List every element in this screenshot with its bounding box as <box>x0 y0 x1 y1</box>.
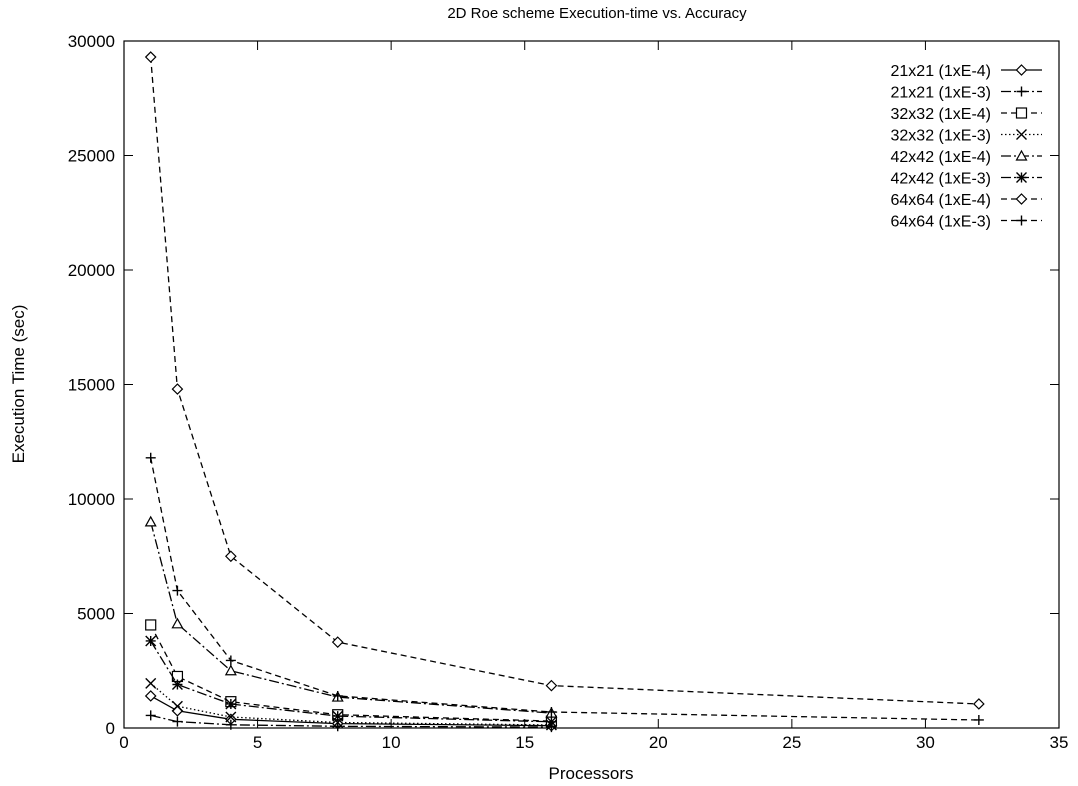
series-3 <box>145 619 558 727</box>
series-8 <box>145 452 984 725</box>
legend-item: 64x64 (1xE-3) <box>891 214 1042 231</box>
series-5 <box>144 515 558 718</box>
data-point <box>171 678 183 690</box>
data-point <box>144 690 157 702</box>
legend-label: 64x64 (1xE-3) <box>891 214 992 231</box>
legend-item: 42x42 (1xE-4) <box>891 149 1042 166</box>
data-point <box>145 677 157 689</box>
y-tick-label: 15000 <box>68 376 115 395</box>
legend-label: 42x42 (1xE-4) <box>891 149 992 166</box>
data-point <box>973 714 984 725</box>
y-tick-label: 20000 <box>68 261 115 280</box>
legend-label: 32x32 (1xE-3) <box>891 128 992 145</box>
x-tick-label: 0 <box>119 733 128 752</box>
data-point <box>144 51 157 63</box>
y-axis-title: Execution Time (sec) <box>9 305 28 464</box>
y-tick-label: 30000 <box>68 32 115 51</box>
series-6 <box>145 635 557 728</box>
legend-marker <box>1015 64 1028 76</box>
legend-label: 21x21 (1xE-3) <box>891 85 992 102</box>
y-tick-label: 0 <box>106 719 115 738</box>
series-layer <box>144 51 985 733</box>
series-line <box>150 521 552 714</box>
x-axis-title: Processors <box>548 764 633 783</box>
data-point <box>545 679 558 692</box>
legend-label: 64x64 (1xE-4) <box>891 192 992 209</box>
legend-label: 21x21 (1xE-4) <box>891 63 992 80</box>
series-line <box>150 695 552 727</box>
data-point <box>225 655 236 666</box>
series-line <box>150 682 552 726</box>
legend-marker <box>1015 193 1028 205</box>
data-point <box>172 716 183 727</box>
x-tick-label: 20 <box>649 733 668 752</box>
data-point <box>331 636 344 648</box>
x-tick-label: 10 <box>382 733 401 752</box>
data-point <box>545 716 557 728</box>
x-tick-label: 15 <box>515 733 534 752</box>
legend-item: 21x21 (1xE-4) <box>891 63 1042 80</box>
legend-marker <box>1015 107 1028 119</box>
data-point <box>225 719 236 730</box>
series-7 <box>144 51 985 710</box>
data-point <box>171 700 183 712</box>
series-2 <box>145 710 557 733</box>
legend-marker <box>1016 129 1027 140</box>
data-point <box>225 698 237 710</box>
x-tick-label: 35 <box>1050 733 1069 752</box>
legend-marker <box>1016 86 1027 97</box>
x-tick-label: 5 <box>253 733 262 752</box>
data-point <box>145 635 157 647</box>
data-point <box>145 710 156 721</box>
legend-label: 32x32 (1xE-4) <box>891 106 992 123</box>
y-tick-label: 5000 <box>77 605 115 624</box>
data-point <box>171 383 184 395</box>
legend-label: 42x42 (1xE-3) <box>891 171 992 188</box>
legend: 21x21 (1xE-4) 21x21 (1xE-3) 32x32 (1xE-4) 3… <box>891 63 1042 231</box>
data-point <box>145 619 157 631</box>
series-line <box>150 457 979 721</box>
data-point <box>332 690 343 701</box>
series-4 <box>145 677 557 731</box>
y-tick-label: 10000 <box>68 490 115 509</box>
legend-marker <box>1015 149 1028 161</box>
data-point <box>172 585 183 596</box>
data-point <box>171 617 184 629</box>
x-tick-label: 30 <box>916 733 935 752</box>
legend-marker <box>1016 172 1027 183</box>
y-tick-label: 25000 <box>68 147 115 166</box>
legend-item: 32x32 (1xE-3) <box>891 128 1042 145</box>
legend-marker <box>1016 215 1027 226</box>
legend-item: 64x64 (1xE-4) <box>891 192 1042 209</box>
chart-title: 2D Roe scheme Execution-time vs. Accurac… <box>447 5 747 22</box>
series-1 <box>144 690 558 732</box>
data-point <box>171 704 184 717</box>
legend-item: 42x42 (1xE-3) <box>891 171 1042 188</box>
data-point <box>225 550 237 563</box>
axis-ticks: 0 5 10 15 20 25 30 35 0 5000 10000 15000 20000 25000 3… <box>68 32 1069 752</box>
data-point <box>225 711 237 723</box>
x-tick-label: 25 <box>782 733 801 752</box>
data-point <box>973 698 985 710</box>
data-point <box>224 664 237 676</box>
data-point <box>546 706 557 717</box>
series-line <box>150 56 979 705</box>
legend-item: 21x21 (1xE-3) <box>891 85 1042 102</box>
data-point <box>144 515 157 527</box>
legend-item: 32x32 (1xE-4) <box>891 106 1042 123</box>
data-point <box>145 452 156 463</box>
data-point <box>332 710 344 722</box>
